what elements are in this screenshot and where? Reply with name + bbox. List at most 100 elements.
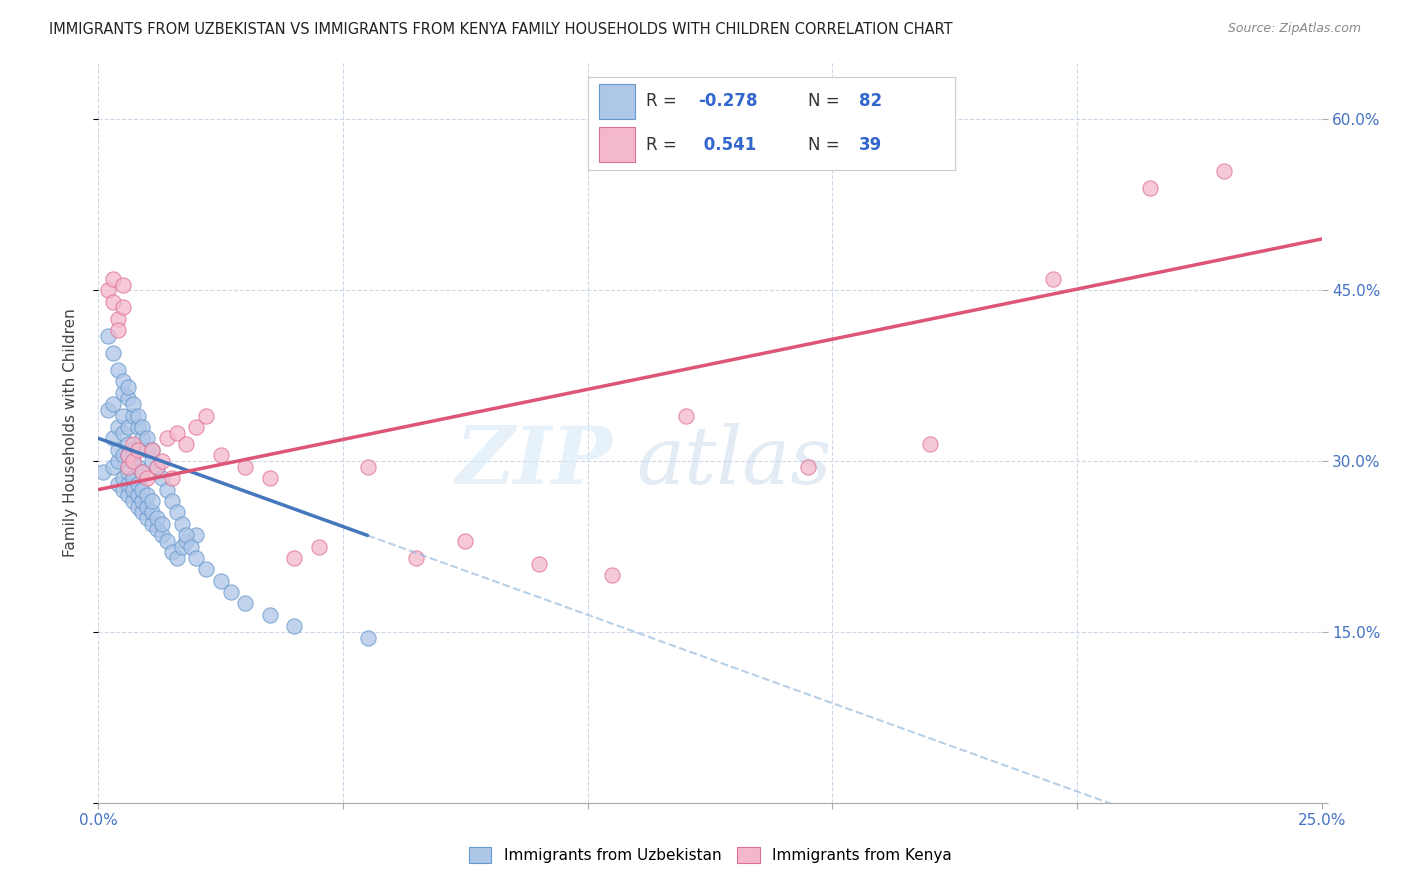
Point [166,425,188,440]
Point [233,459,256,474]
Point [91,466,114,480]
Point [111,385,134,400]
Point [131,494,153,508]
Point [283,550,305,565]
Point [127,442,149,457]
Point [127,459,149,474]
Point [111,483,134,497]
Point [101,431,124,445]
Point [146,511,169,525]
Point [209,449,232,463]
Point [166,550,188,565]
Point [131,505,153,519]
Point [107,311,129,326]
Point [454,533,477,548]
Point [127,500,149,514]
Point [160,545,183,559]
Point [121,494,143,508]
Point [146,523,169,537]
Point [101,397,124,411]
Point [121,454,143,468]
Point [259,607,281,622]
Point [101,272,124,286]
Point [146,459,169,474]
Point [121,442,143,457]
Point [176,437,198,451]
Point [136,500,159,514]
Point [150,516,173,531]
Point [600,568,623,582]
Point [111,409,134,423]
Point [117,466,139,480]
Point [97,283,120,297]
Point [150,454,173,468]
Point [1042,272,1064,286]
Point [107,476,129,491]
Point [527,557,550,571]
Point [127,488,149,502]
Point [219,585,242,599]
Point [259,471,281,485]
Point [127,476,149,491]
Point [111,277,134,292]
Point [150,528,173,542]
Point [176,528,198,542]
Point [195,409,218,423]
Point [111,375,134,389]
Point [141,505,163,519]
Point [141,516,163,531]
Point [117,437,139,451]
Point [117,420,139,434]
Point [170,516,193,531]
Point [797,459,820,474]
Point [131,483,153,497]
Point [107,442,129,457]
Point [127,409,149,423]
Point [186,528,208,542]
Point [131,431,153,445]
Point [121,437,143,451]
Point [176,533,198,548]
Point [117,449,139,463]
Point [111,425,134,440]
Point [107,323,129,337]
Point [121,483,143,497]
Point [180,540,202,554]
Point [111,449,134,463]
Point [920,437,942,451]
Point [1212,163,1234,178]
Point [117,488,139,502]
Point [117,380,139,394]
Point [233,597,256,611]
Point [121,397,143,411]
Point [101,346,124,360]
Point [156,431,179,445]
Point [141,442,163,457]
Point [117,449,139,463]
Point [186,420,208,434]
Point [131,466,153,480]
Point [405,550,427,565]
Point [107,363,129,377]
Point [101,294,124,309]
Point [675,409,697,423]
Point [121,409,143,423]
Point [356,459,378,474]
Legend: Immigrants from Uzbekistan, Immigrants from Kenya: Immigrants from Uzbekistan, Immigrants f… [463,841,957,869]
Point [170,540,193,554]
Y-axis label: Family Households with Children: Family Households with Children [63,309,77,557]
Point [156,533,179,548]
Point [141,454,163,468]
Point [101,459,124,474]
Text: Source: ZipAtlas.com: Source: ZipAtlas.com [1227,22,1361,36]
Point [166,505,188,519]
Point [136,471,159,485]
Point [117,476,139,491]
Point [136,511,159,525]
Point [111,471,134,485]
Point [308,540,330,554]
Point [136,488,159,502]
Point [141,494,163,508]
Point [283,619,305,633]
Point [111,301,134,315]
